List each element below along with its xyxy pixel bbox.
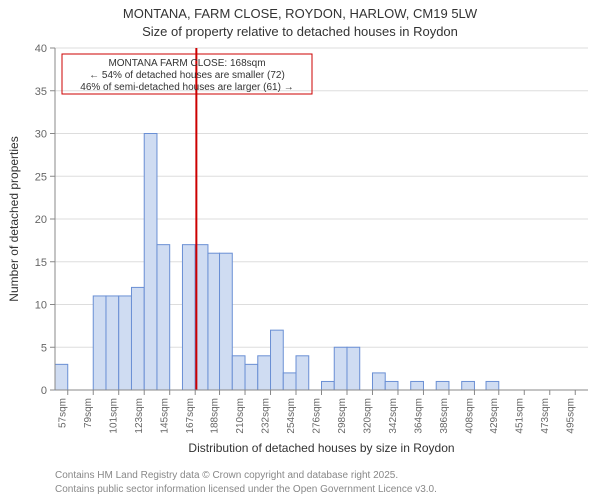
- footer-line-2: Contains public sector information licen…: [55, 484, 437, 495]
- histogram-bar: [411, 381, 424, 390]
- x-tick-label: 145sqm: [160, 398, 171, 434]
- x-tick-label: 495sqm: [565, 398, 576, 434]
- histogram-bar: [462, 381, 475, 390]
- y-tick-label: 35: [35, 86, 47, 98]
- histogram-bar: [334, 347, 347, 390]
- histogram-bar: [55, 364, 68, 390]
- histogram-bar: [296, 356, 309, 390]
- histogram-bar: [486, 381, 499, 390]
- y-tick-label: 25: [35, 171, 47, 183]
- x-tick-label: 386sqm: [439, 398, 450, 434]
- x-tick-label: 429sqm: [489, 398, 500, 434]
- histogram-bar: [232, 356, 245, 390]
- histogram-bar: [283, 373, 296, 390]
- x-tick-label: 408sqm: [464, 398, 475, 434]
- footer-line-1: Contains HM Land Registry data © Crown c…: [55, 470, 398, 481]
- x-tick-label: 167sqm: [185, 398, 196, 434]
- histogram-bar: [347, 347, 360, 390]
- y-tick-label: 40: [35, 43, 47, 55]
- y-tick-label: 20: [35, 214, 47, 226]
- x-tick-label: 232sqm: [261, 398, 272, 434]
- x-tick-label: 210sqm: [235, 398, 246, 434]
- histogram-bar: [144, 134, 157, 391]
- x-axis-label: Distribution of detached houses by size …: [188, 441, 454, 455]
- histogram-bar: [322, 381, 335, 390]
- histogram-bar: [258, 356, 271, 390]
- chart-title-1: MONTANA, FARM CLOSE, ROYDON, HARLOW, CM1…: [123, 6, 478, 21]
- annotation-line-2: ← 54% of detached houses are smaller (72…: [89, 70, 285, 81]
- x-tick-label: 473sqm: [540, 398, 551, 434]
- y-tick-label: 0: [41, 385, 47, 397]
- histogram-bar: [208, 253, 220, 390]
- y-tick-label: 15: [35, 257, 47, 269]
- annotation-line-3: 46% of semi-detached houses are larger (…: [80, 82, 293, 93]
- x-tick-label: 123sqm: [134, 398, 145, 434]
- y-tick-label: 30: [35, 129, 47, 141]
- histogram-bar: [385, 381, 398, 390]
- histogram-bar: [372, 373, 385, 390]
- x-tick-label: 101sqm: [109, 398, 120, 434]
- y-tick-label: 5: [41, 342, 47, 354]
- histogram-bar: [271, 330, 284, 390]
- histogram-bar: [157, 245, 170, 390]
- annotation-line-1: MONTANA FARM CLOSE: 168sqm: [108, 58, 265, 69]
- histogram-bar: [220, 253, 233, 390]
- histogram-bar: [106, 296, 119, 390]
- histogram-bar: [131, 287, 144, 390]
- x-tick-label: 276sqm: [312, 398, 323, 434]
- x-tick-label: 57sqm: [58, 398, 69, 428]
- histogram-bar: [245, 364, 258, 390]
- x-tick-label: 298sqm: [337, 398, 348, 434]
- histogram-bar: [119, 296, 132, 390]
- x-tick-label: 451sqm: [514, 398, 525, 434]
- x-tick-label: 320sqm: [362, 398, 373, 434]
- x-tick-label: 254sqm: [286, 398, 297, 434]
- histogram-bar: [93, 296, 106, 390]
- x-tick-label: 342sqm: [388, 398, 399, 434]
- chart-title-2: Size of property relative to detached ho…: [142, 24, 458, 39]
- x-tick-label: 364sqm: [413, 398, 424, 434]
- histogram-bar: [182, 245, 195, 390]
- y-axis-label: Number of detached properties: [7, 136, 21, 301]
- histogram-chart: MONTANA, FARM CLOSE, ROYDON, HARLOW, CM1…: [0, 0, 600, 500]
- x-tick-label: 79sqm: [83, 398, 94, 428]
- y-tick-label: 10: [35, 300, 47, 312]
- histogram-bar: [436, 381, 449, 390]
- chart-svg: MONTANA, FARM CLOSE, ROYDON, HARLOW, CM1…: [0, 0, 600, 500]
- x-tick-label: 188sqm: [210, 398, 221, 434]
